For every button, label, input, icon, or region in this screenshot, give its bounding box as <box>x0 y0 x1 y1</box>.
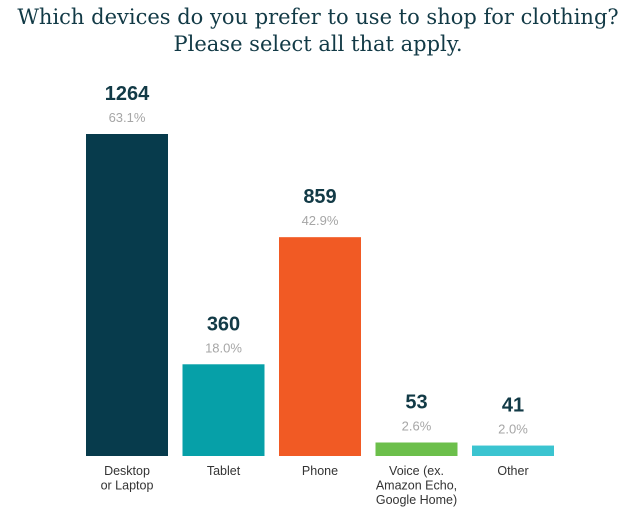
category-label-3-1: Amazon Echo, <box>376 479 457 493</box>
bar-4 <box>472 445 554 456</box>
chart-title-line-1: Which devices do you prefer to use to sh… <box>17 5 619 29</box>
category-label-2-0: Phone <box>302 464 338 478</box>
percent-label-3: 2.6% <box>402 418 432 433</box>
category-label-3-2: Google Home) <box>376 493 457 507</box>
chart-title: Which devices do you prefer to use to sh… <box>0 4 636 58</box>
category-label-3-0: Voice (ex. <box>389 464 444 478</box>
value-label-0: 1264 <box>105 83 150 105</box>
bar-2 <box>279 237 361 456</box>
value-label-4: 41 <box>502 395 524 417</box>
percent-label-2: 42.9% <box>302 213 339 228</box>
percent-label-4: 2.0% <box>498 422 528 437</box>
value-label-3: 53 <box>405 391 427 413</box>
category-label-0-1: or Laptop <box>101 479 154 493</box>
value-label-1: 360 <box>207 313 240 335</box>
bar-0 <box>86 134 168 456</box>
value-label-2: 859 <box>303 186 336 208</box>
category-label-0-0: Desktop <box>104 464 150 478</box>
bar-3 <box>375 442 458 456</box>
chart-title-line-2: Please select all that apply. <box>173 32 463 56</box>
category-label-4-0: Other <box>497 464 528 478</box>
bar-1 <box>182 364 265 456</box>
percent-label-1: 18.0% <box>205 340 242 355</box>
percent-label-0: 63.1% <box>109 110 146 125</box>
category-label-1-0: Tablet <box>207 464 241 478</box>
